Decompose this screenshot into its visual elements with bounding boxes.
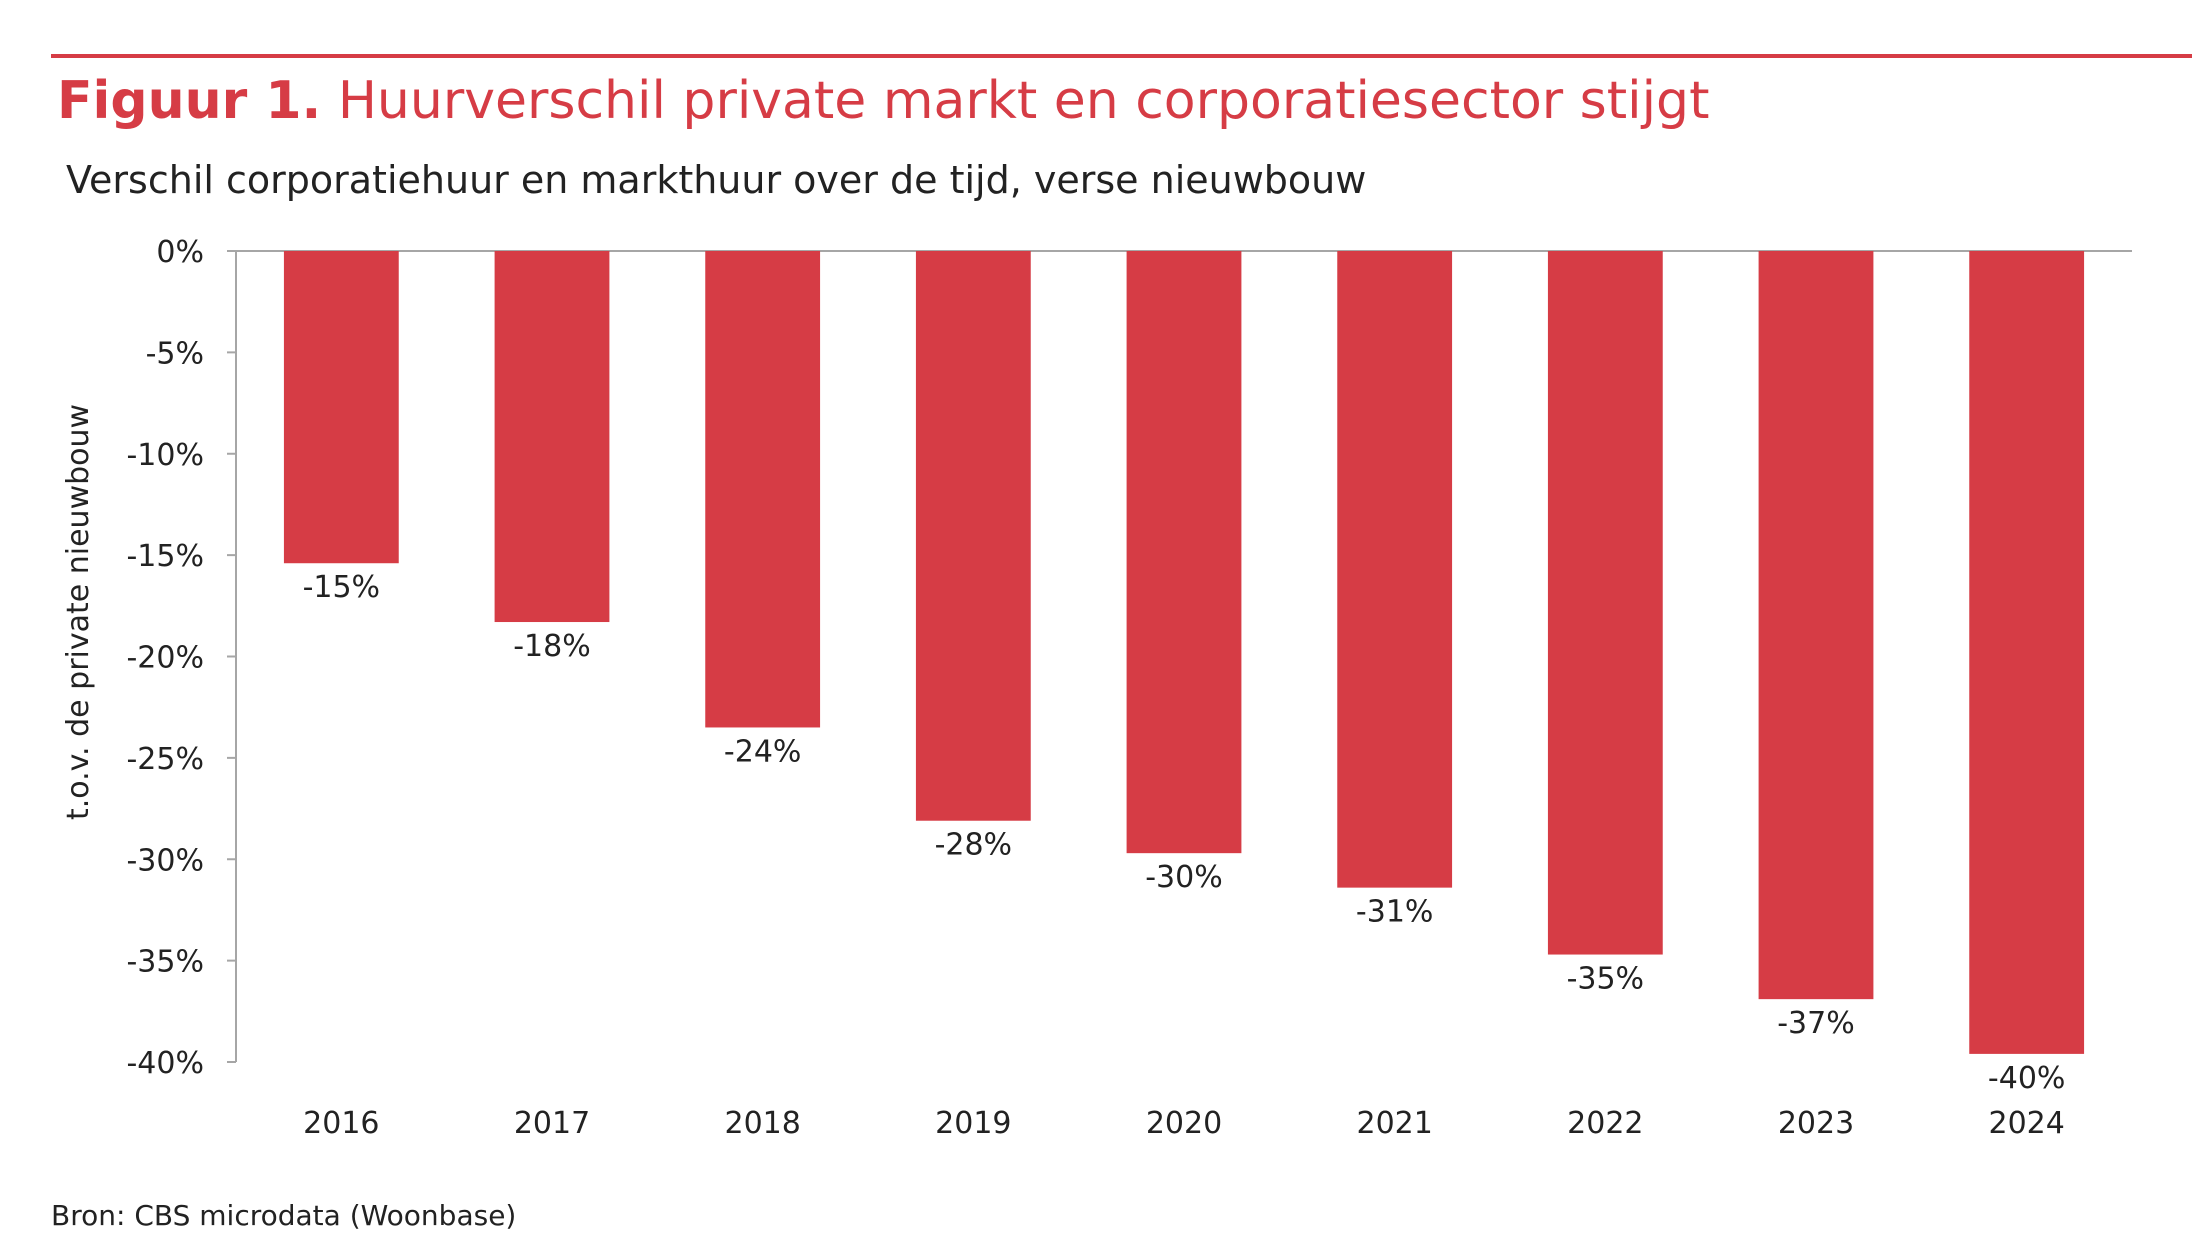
bars bbox=[283, 251, 2085, 1054]
y-tick-label: -10% bbox=[126, 438, 204, 473]
data-label-2017: -18% bbox=[513, 629, 591, 664]
x-tick-label-2019: 2019 bbox=[935, 1106, 1011, 1141]
y-tick-label: -35% bbox=[126, 945, 204, 980]
x-tick-label-2017: 2017 bbox=[514, 1106, 590, 1141]
x-tick-label-2020: 2020 bbox=[1146, 1106, 1222, 1141]
bar-2019 bbox=[915, 251, 1031, 821]
figure-title-text: Huurverschil private markt en corporatie… bbox=[337, 71, 1710, 131]
x-tick-label-2016: 2016 bbox=[303, 1106, 379, 1141]
bar-2018 bbox=[705, 251, 821, 728]
bar-2023 bbox=[1758, 251, 1874, 1000]
data-label-2024: -40% bbox=[1988, 1061, 2066, 1096]
bar-2022 bbox=[1547, 251, 1663, 955]
figure-title-prefix: Figuur 1. bbox=[57, 71, 322, 131]
data-label-2019: -28% bbox=[935, 828, 1013, 863]
y-tick-label: -15% bbox=[126, 539, 204, 574]
data-labels: -15% -18% -24% -28% -30% -31% -35% -37% -40% bbox=[303, 570, 2066, 1096]
source-note: Bron: CBS microdata (Woonbase) bbox=[51, 1199, 517, 1232]
y-tick-label: 0% bbox=[156, 235, 204, 270]
y-tick-label: -25% bbox=[126, 742, 204, 777]
data-label-2018: -24% bbox=[724, 734, 802, 769]
figure-title: Figuur 1. Huurverschil private markt en … bbox=[57, 70, 1709, 132]
data-label-2021: -31% bbox=[1356, 895, 1434, 930]
data-label-2023: -37% bbox=[1777, 1006, 1855, 1041]
x-tick-label-2021: 2021 bbox=[1356, 1106, 1432, 1141]
title-rule bbox=[51, 54, 2192, 58]
y-tick-label: -5% bbox=[146, 336, 204, 371]
data-label-2016: -15% bbox=[303, 570, 381, 605]
bar-2024 bbox=[1969, 251, 2085, 1054]
data-label-2020: -30% bbox=[1145, 860, 1223, 895]
x-tick-label-2023: 2023 bbox=[1778, 1106, 1854, 1141]
y-axis-title: t.o.v. de private nieuwbouw bbox=[61, 404, 96, 820]
x-tick-label-2024: 2024 bbox=[1988, 1106, 2064, 1141]
bar-2017 bbox=[494, 251, 610, 623]
bar-2016 bbox=[283, 251, 399, 564]
x-tick-label-2018: 2018 bbox=[724, 1106, 800, 1141]
y-tick-label: -40% bbox=[126, 1046, 204, 1081]
y-tick-label: -20% bbox=[126, 641, 204, 676]
x-tick-label-2022: 2022 bbox=[1567, 1106, 1643, 1141]
bar-2020 bbox=[1126, 251, 1242, 854]
bar-2021 bbox=[1337, 251, 1453, 888]
data-label-2022: -35% bbox=[1567, 962, 1645, 997]
x-axis: 2016 2017 2018 2019 2020 2021 2022 2023 2024 bbox=[303, 1106, 2065, 1141]
figure-subtitle: Verschil corporatiehuur en markthuur ove… bbox=[66, 158, 1367, 202]
y-tick-label: -30% bbox=[126, 843, 204, 878]
